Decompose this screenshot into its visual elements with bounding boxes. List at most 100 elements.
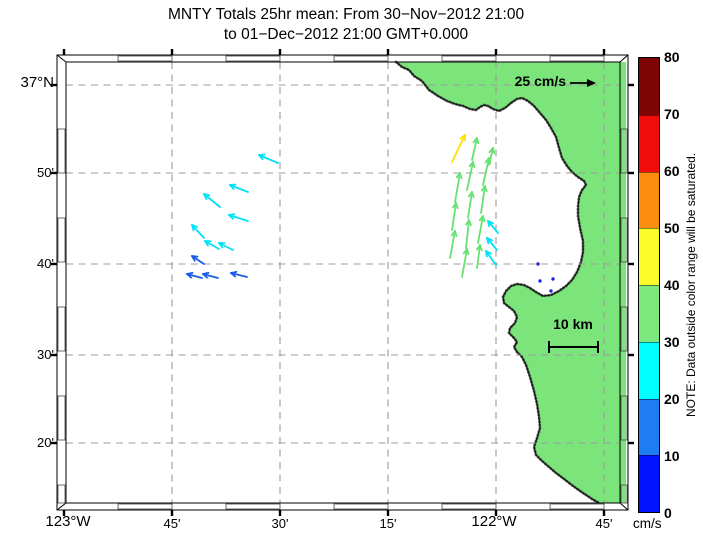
current-vector-head [492,147,496,155]
frame-band-segment [225,55,281,62]
current-vector [449,230,456,259]
x-axis-tick-label: 122°W [471,513,517,530]
x-axis-tick-label: 123°W [45,513,91,530]
colorbar-band-40-50 [639,228,659,285]
current-vector [465,219,470,249]
current-vector [471,137,478,161]
near-zero-vector-dot [538,279,542,283]
colorbar-tick-label: 70 [664,106,680,122]
current-vector [191,255,205,265]
current-vector [218,242,234,251]
colorbar-tick-label: 50 [664,220,680,236]
colorbar [638,57,660,513]
colorbar-tick-label: 20 [664,391,680,407]
current-vector-head [455,202,459,210]
frame-band-segment [333,503,389,510]
frame-corner-miter [619,54,629,63]
frame-band-segment [441,503,497,510]
colorbar-tick-label: 10 [664,448,680,464]
colorbar-tick-label: 0 [664,505,672,521]
y-axis-tick-label: 50' [37,165,54,180]
current-vector [451,134,466,163]
title-line-2: to 01−Dec−2012 21:00 GMT+0.000 [223,26,469,43]
current-vector [202,273,219,279]
frame-band-segment [333,55,389,62]
current-vector [476,244,481,269]
coastline-stipple [394,60,601,505]
current-vector-head [486,237,493,242]
plot-title: MNTY Totals 25hr mean: From 30−Nov−2012 … [0,5,692,45]
frame-corner-miter [56,502,67,511]
current-vector [485,250,497,266]
current-vector-head [479,244,483,252]
colorbar-tick-label: 40 [664,277,680,293]
frame-corner-miter [619,502,629,511]
colorbar-band-20-30 [639,341,659,399]
colorbar-band-10-20 [639,398,659,456]
current-vector-head [466,248,470,256]
near-zero-vector-dot [551,277,555,281]
frame-band-segment [620,128,628,174]
colorbar-unit-label: cm/s [633,516,662,531]
current-vector-head [230,270,238,274]
y-axis-tick-label: 40' [37,256,54,271]
frame-band-segment [620,395,628,441]
current-vector-head [186,272,194,275]
frame-band-segment [225,503,281,510]
frame-band-segment [549,503,605,510]
current-vector [228,214,249,222]
y-axis-tick-label: 37°N [20,74,54,91]
frame-band-segment [620,306,628,352]
current-vector [203,193,221,208]
y-axis-tick-label: 20' [37,435,54,450]
x-axis-tick-label: 45' [163,516,181,531]
current-vector-head [191,255,199,258]
current-vector [258,154,279,164]
current-vector-head [203,193,211,197]
current-vector-head [202,272,210,275]
current-vector [186,273,203,279]
colorbar-band-30-40 [639,285,659,342]
frame-band-segment [57,128,66,174]
current-vector-head [485,250,492,255]
current-vector-head [471,191,475,199]
current-vector [480,185,486,214]
current-vector-head [454,230,458,238]
current-vector [488,147,494,166]
frame-corner-miter [56,54,67,63]
colorbar-band-0-10 [639,455,659,512]
x-axis-tick-label: 15' [379,516,397,531]
frame-band-segment [117,503,173,510]
reference-vector-arrowhead [587,79,596,87]
current-vector [467,191,473,219]
colorbar-band-50-60 [639,171,659,229]
frame-band-segment [57,395,66,441]
current-vector-head [459,172,463,180]
current-vector-head [468,219,472,227]
current-vector [482,157,490,186]
frame-band-segment [620,217,628,263]
current-vector-head [191,224,199,228]
current-vector-head [484,185,488,193]
near-zero-vector-dot [549,289,553,293]
current-vector [486,237,498,251]
reference-vector-label: 25 cm/s [514,73,566,89]
frame-inner [65,61,621,504]
current-vector [204,240,220,250]
colorbar-band-70-80 [639,58,659,115]
current-vector-head [472,161,476,169]
frame-band-segment [57,217,66,263]
current-vector [230,272,248,278]
x-axis-tick-label: 45' [595,516,613,531]
current-vector [229,184,249,193]
current-vector [454,172,461,203]
frame-band-segment [117,55,173,62]
colorbar-tick-label: 30 [664,334,680,350]
current-vector [191,224,205,239]
frame-outer [56,54,629,511]
y-axis-tick-label: 30' [37,347,54,362]
frame-band-segment [549,55,605,62]
frame-band-segment [441,55,497,62]
